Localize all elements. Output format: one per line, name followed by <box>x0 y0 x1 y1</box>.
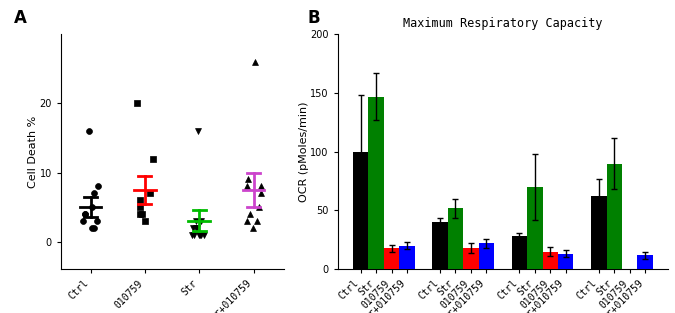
Point <box>251 218 262 223</box>
Point <box>256 184 267 189</box>
Point <box>190 218 201 223</box>
Point <box>91 218 102 223</box>
Bar <box>512 236 527 269</box>
Point <box>194 232 205 237</box>
Point <box>88 225 99 230</box>
Point <box>78 218 89 223</box>
Point <box>87 225 98 230</box>
Bar <box>607 163 622 269</box>
Point <box>247 225 258 230</box>
Point <box>136 212 147 217</box>
Title: Maximum Respiratory Capacity: Maximum Respiratory Capacity <box>403 18 603 30</box>
Point <box>83 129 94 134</box>
Bar <box>369 97 384 269</box>
Y-axis label: Cell Death %: Cell Death % <box>28 116 38 188</box>
Point <box>193 232 204 237</box>
Point <box>198 232 209 237</box>
Point <box>80 212 90 217</box>
Bar <box>558 254 574 269</box>
Text: A: A <box>14 9 26 28</box>
Y-axis label: OCR (pMoles/min): OCR (pMoles/min) <box>298 101 308 202</box>
Bar <box>479 244 494 269</box>
Point <box>186 232 197 237</box>
Point <box>135 198 146 203</box>
Point <box>134 204 145 209</box>
Point <box>134 212 145 217</box>
Point <box>189 232 200 237</box>
Point <box>132 101 142 106</box>
Point <box>250 59 261 64</box>
Bar <box>399 246 414 269</box>
Point <box>193 129 204 134</box>
Bar <box>463 248 479 269</box>
Text: B: B <box>307 9 320 28</box>
Point <box>147 156 158 161</box>
Bar <box>384 248 399 269</box>
Point <box>196 218 207 223</box>
Point <box>241 184 252 189</box>
Point <box>195 232 206 237</box>
Bar <box>637 255 653 269</box>
Point <box>253 204 264 209</box>
Point <box>87 204 98 209</box>
Point <box>245 212 256 217</box>
Point <box>243 177 254 182</box>
Point <box>140 218 151 223</box>
Point <box>80 212 90 217</box>
Point <box>190 225 201 230</box>
Point <box>89 191 100 196</box>
Point <box>242 218 252 223</box>
Bar <box>448 208 463 269</box>
Point <box>188 225 199 230</box>
Point <box>92 184 103 189</box>
Bar <box>353 152 369 269</box>
Point <box>145 191 156 196</box>
Bar <box>543 252 558 269</box>
Point <box>256 191 267 196</box>
Bar <box>527 187 543 269</box>
Bar <box>591 197 607 269</box>
Point <box>192 225 202 230</box>
Bar <box>432 222 448 269</box>
